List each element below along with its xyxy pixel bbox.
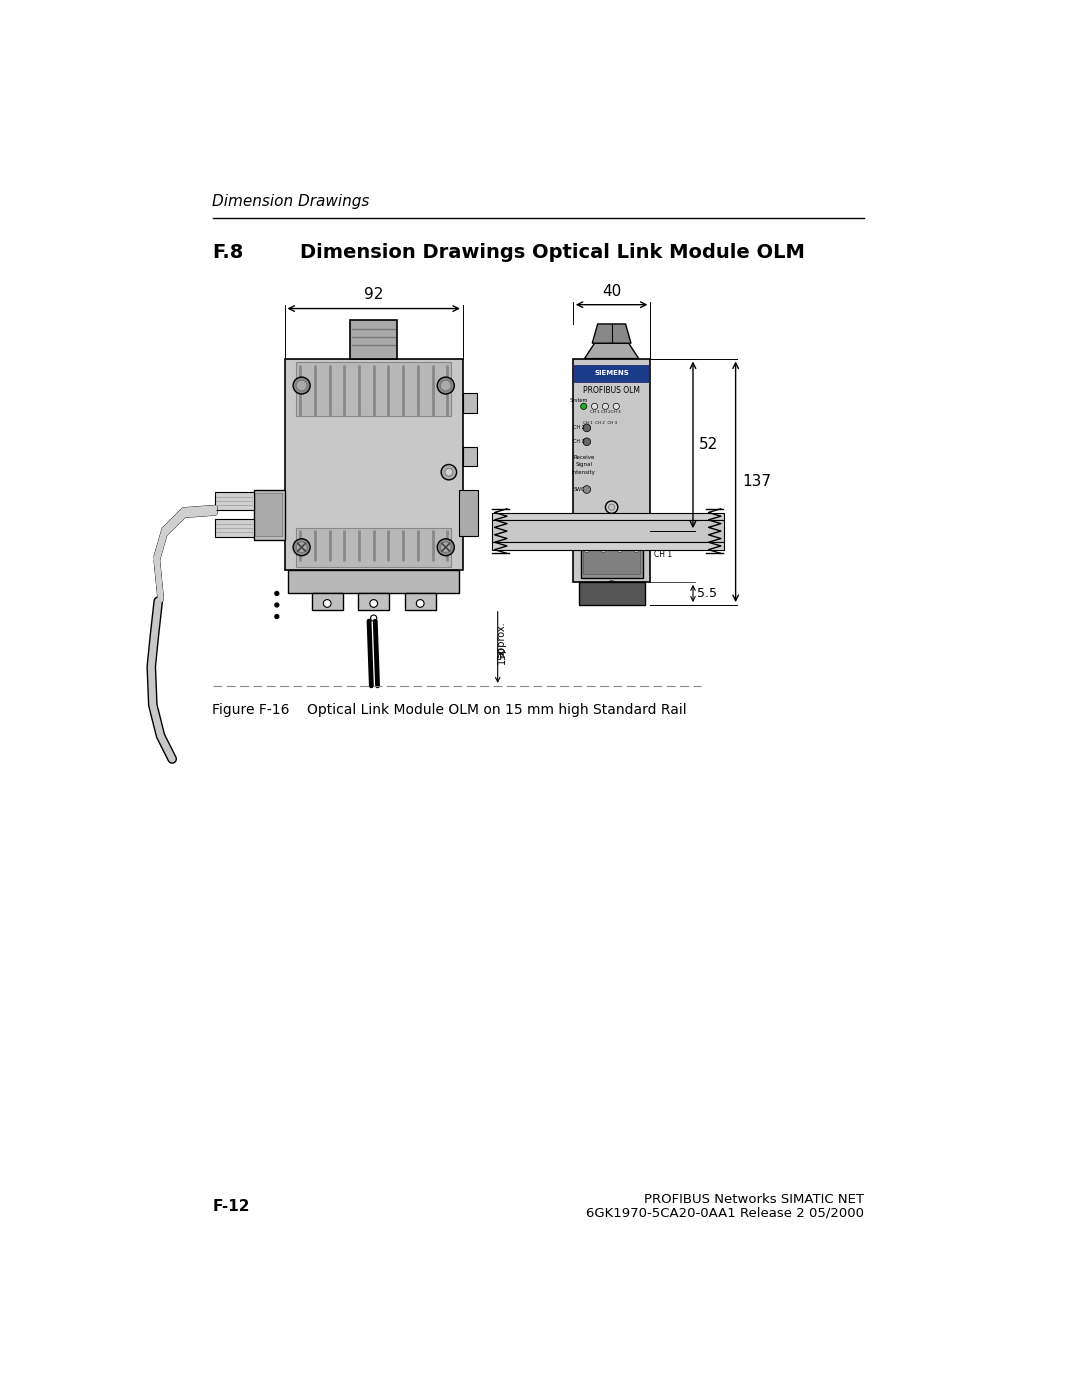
Bar bbox=[296, 362, 451, 416]
Circle shape bbox=[583, 486, 591, 493]
Polygon shape bbox=[592, 324, 631, 344]
Text: CH 1: CH 1 bbox=[590, 411, 599, 415]
Bar bbox=[581, 517, 643, 578]
Circle shape bbox=[441, 542, 451, 553]
Text: SWC: SWC bbox=[573, 488, 584, 492]
Text: 5.5: 5.5 bbox=[697, 587, 717, 599]
Circle shape bbox=[275, 615, 279, 619]
Text: CH 2: CH 2 bbox=[600, 411, 610, 415]
Text: Signal: Signal bbox=[576, 462, 592, 468]
Text: 40: 40 bbox=[602, 284, 621, 299]
Circle shape bbox=[603, 404, 608, 409]
Circle shape bbox=[437, 377, 455, 394]
Text: 150: 150 bbox=[497, 645, 507, 665]
Text: CH 1: CH 1 bbox=[654, 550, 673, 559]
Circle shape bbox=[606, 581, 618, 594]
Bar bbox=[312, 594, 342, 610]
Text: CH 1  CH 2  CH 3: CH 1 CH 2 CH 3 bbox=[583, 420, 617, 425]
Bar bbox=[579, 583, 645, 605]
Bar bbox=[350, 320, 397, 359]
Text: SIEMENS: SIEMENS bbox=[594, 370, 629, 376]
Circle shape bbox=[369, 599, 378, 608]
Bar bbox=[463, 447, 476, 467]
Text: 6GK1970-5CA20-0AA1 Release 2 05/2000: 6GK1970-5CA20-0AA1 Release 2 05/2000 bbox=[585, 1207, 864, 1220]
Circle shape bbox=[296, 380, 307, 391]
Circle shape bbox=[416, 599, 424, 608]
Circle shape bbox=[441, 464, 457, 481]
Circle shape bbox=[370, 615, 377, 622]
Circle shape bbox=[613, 404, 619, 409]
Text: CH 3: CH 3 bbox=[611, 411, 621, 415]
Circle shape bbox=[583, 437, 591, 446]
Circle shape bbox=[275, 591, 279, 595]
Text: Receive: Receive bbox=[573, 454, 594, 460]
Bar bbox=[572, 359, 650, 583]
Text: Dimension Drawings: Dimension Drawings bbox=[213, 194, 369, 210]
Circle shape bbox=[293, 539, 310, 556]
Circle shape bbox=[634, 548, 638, 553]
Circle shape bbox=[581, 404, 586, 409]
Text: F-12: F-12 bbox=[213, 1199, 249, 1214]
Circle shape bbox=[437, 539, 455, 556]
Text: PROFIBUS OLM: PROFIBUS OLM bbox=[583, 387, 640, 395]
Text: Dimension Drawings Optical Link Module OLM: Dimension Drawings Optical Link Module O… bbox=[300, 243, 805, 263]
Circle shape bbox=[445, 468, 453, 476]
Text: 92: 92 bbox=[364, 288, 383, 302]
Bar bbox=[254, 489, 284, 539]
Circle shape bbox=[592, 404, 597, 409]
Circle shape bbox=[597, 531, 602, 535]
Circle shape bbox=[606, 502, 618, 513]
Circle shape bbox=[296, 542, 307, 553]
Circle shape bbox=[608, 584, 615, 591]
Bar bbox=[288, 570, 459, 594]
Text: F.8: F.8 bbox=[213, 243, 244, 263]
Bar bbox=[463, 393, 476, 412]
Text: CH 3: CH 3 bbox=[573, 439, 585, 444]
Circle shape bbox=[634, 531, 638, 535]
Bar bbox=[459, 489, 478, 535]
Circle shape bbox=[441, 380, 451, 391]
Text: 52: 52 bbox=[699, 437, 718, 453]
Bar bbox=[463, 502, 476, 520]
Circle shape bbox=[608, 504, 615, 510]
Bar bbox=[405, 594, 435, 610]
Text: PROFIBUS Networks SIMATIC NET: PROFIBUS Networks SIMATIC NET bbox=[644, 1193, 864, 1206]
Bar bbox=[215, 518, 254, 538]
Text: 137: 137 bbox=[742, 475, 771, 489]
Text: Figure F-16    Optical Link Module OLM on 15 mm high Standard Rail: Figure F-16 Optical Link Module OLM on 1… bbox=[213, 703, 687, 717]
Circle shape bbox=[583, 425, 591, 432]
Circle shape bbox=[622, 531, 626, 535]
Circle shape bbox=[609, 531, 613, 535]
Circle shape bbox=[602, 548, 606, 553]
Text: System: System bbox=[570, 398, 589, 402]
Bar bbox=[575, 365, 649, 381]
Bar bbox=[359, 594, 389, 610]
Circle shape bbox=[293, 377, 310, 394]
Circle shape bbox=[584, 548, 590, 553]
Bar bbox=[583, 520, 640, 574]
Text: approx.: approx. bbox=[497, 622, 507, 658]
Bar bbox=[284, 359, 463, 570]
Bar bbox=[491, 542, 724, 549]
Circle shape bbox=[323, 599, 332, 608]
Bar bbox=[491, 520, 724, 542]
Circle shape bbox=[618, 548, 622, 553]
Text: Intensity: Intensity bbox=[571, 471, 596, 475]
Circle shape bbox=[275, 604, 279, 606]
Text: CH 2: CH 2 bbox=[573, 426, 585, 430]
Bar bbox=[491, 513, 724, 520]
Polygon shape bbox=[584, 344, 638, 359]
Bar bbox=[255, 493, 282, 535]
Bar bbox=[215, 492, 254, 510]
Circle shape bbox=[584, 531, 590, 535]
Bar bbox=[296, 528, 451, 567]
